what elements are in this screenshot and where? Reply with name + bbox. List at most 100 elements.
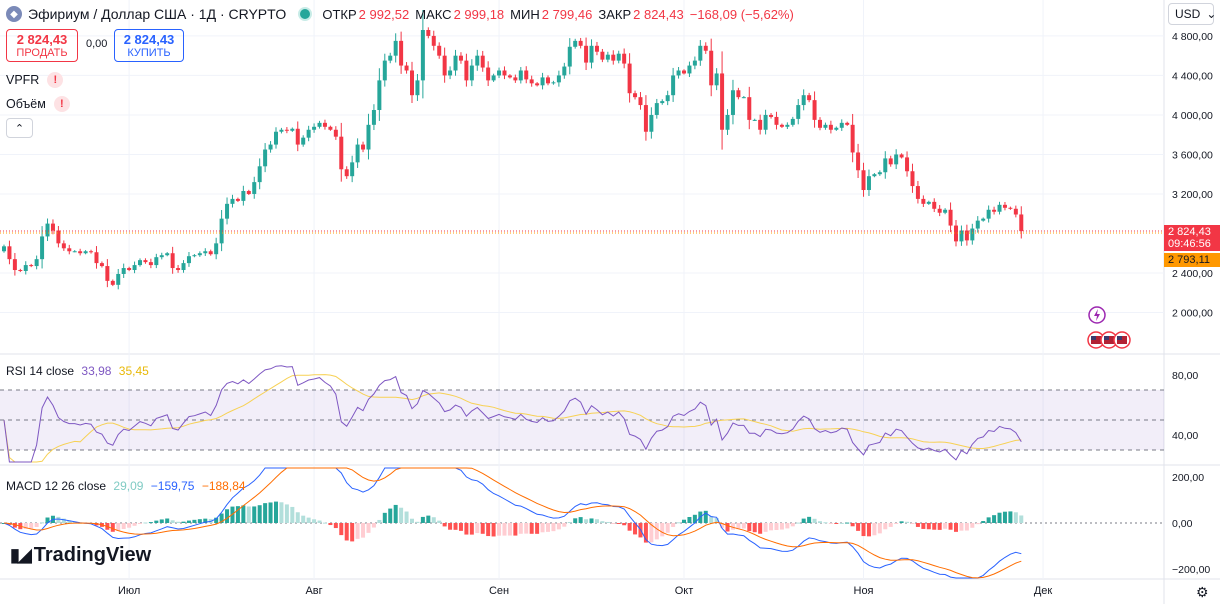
macd-histogram-bar [905, 521, 910, 523]
macd-histogram-bar [426, 515, 431, 523]
indicator-vpfr[interactable]: VPFR ! [6, 72, 64, 88]
candle-body [312, 126, 317, 130]
macd-histogram-bar [181, 521, 186, 523]
macd-histogram-bar [29, 523, 34, 529]
candle-body [181, 263, 186, 271]
macd-histogram-bar [660, 523, 665, 537]
macd-histogram-bar [535, 523, 540, 534]
macd-histogram-bar [284, 504, 289, 523]
macd-histogram-bar [730, 523, 735, 530]
candle-body [159, 255, 164, 258]
macd-histogram-bar [703, 510, 708, 523]
macd-legend[interactable]: MACD 12 26 close 29,09 −159,75 −188,84 [6, 479, 246, 493]
tradingview-logo[interactable]: ▮◢ TradingView [10, 544, 151, 567]
macd-histogram-bar [274, 501, 278, 523]
candle-body [2, 246, 6, 252]
macd-histogram-bar [709, 516, 714, 523]
candle-body [170, 253, 175, 269]
sell-price: 2 824,43 [16, 32, 68, 47]
candle-body [584, 45, 589, 63]
candle-body [393, 40, 398, 56]
buy-button[interactable]: 2 824,43 КУПИТЬ [114, 29, 184, 62]
candle-body [274, 131, 278, 145]
candle-body [529, 79, 534, 84]
candle-body [986, 209, 991, 219]
candle-body [926, 201, 931, 204]
ohlc-high-label: МАКС [415, 6, 452, 22]
macd-histogram-bar [785, 523, 790, 529]
ethereum-icon: ◆ [6, 6, 22, 22]
candle-body [404, 65, 409, 71]
candle-body [747, 97, 752, 120]
macd-line [3, 467, 1022, 579]
indicator-volume[interactable]: Объём ! [6, 96, 70, 112]
candle-body [535, 83, 540, 86]
macd-histogram-bar [747, 523, 752, 532]
candle-body [295, 128, 300, 145]
candle-body [355, 144, 360, 163]
candle-body [23, 265, 28, 272]
candle-body [279, 129, 284, 132]
warning-icon[interactable]: ! [53, 96, 70, 112]
candle-body [382, 60, 387, 81]
macd-histogram-bar [312, 519, 317, 523]
macd-histogram-bar [682, 519, 686, 523]
settings-icon[interactable]: ⚙ [1196, 584, 1209, 600]
candle-body [714, 73, 719, 86]
candle-body [176, 268, 181, 271]
macd-histogram-bar [769, 523, 774, 531]
ohlc-open-value: 2 992,52 [358, 6, 410, 22]
macd-histogram-bar [143, 522, 148, 524]
candle-body [752, 119, 757, 121]
macd-histogram-bar [981, 521, 986, 523]
macd-histogram-bar [594, 519, 599, 523]
candle-body [371, 110, 376, 125]
macd-histogram-bar [1008, 511, 1013, 523]
macd-histogram-bar [192, 519, 197, 523]
macd-histogram-bar [818, 521, 822, 523]
macd-axis-label: 0,00 [1172, 518, 1193, 530]
currency-selector[interactable]: USD ⌄ [1168, 3, 1216, 25]
warning-icon[interactable]: ! [47, 72, 64, 88]
macd-histogram-bar [779, 523, 784, 530]
candle-body [116, 273, 121, 285]
macd-histogram-bar [127, 523, 132, 528]
macd-histogram-bar [170, 520, 175, 523]
macd-histogram-bar [339, 523, 344, 536]
macd-histogram-bar [589, 518, 594, 523]
candle-body [769, 114, 774, 117]
macd-histogram-bar [121, 523, 126, 530]
candle-body [486, 67, 491, 81]
candle-body [475, 55, 480, 66]
candle-body [763, 114, 768, 130]
candle-body [741, 97, 746, 99]
candle-body [774, 116, 779, 125]
candle-body [600, 51, 605, 60]
macd-histogram-bar [834, 523, 839, 524]
last-price-tag: 2 824,43 09:46:56 [1164, 225, 1220, 251]
candle-body [415, 80, 420, 96]
candle-body [643, 105, 648, 132]
y-tick-label: 2 000,00 [1172, 307, 1213, 319]
candle-body [546, 77, 550, 84]
candle-body [333, 129, 338, 137]
collapse-indicators-button[interactable]: ⌃ [6, 118, 33, 138]
sell-button[interactable]: 2 824,43 ПРОДАТЬ [6, 29, 78, 62]
rsi-line [3, 365, 1022, 463]
macd-histogram-bar [573, 518, 578, 523]
macd-histogram-bar [225, 509, 230, 523]
macd-histogram-bar [45, 517, 50, 523]
candle-body [453, 55, 458, 71]
macd-histogram-bar [839, 522, 844, 524]
macd-histogram-bar [943, 523, 948, 529]
candle-body [671, 75, 676, 96]
symbol-title[interactable]: Эфириум / Доллар США · 1Д · CRYPTO [28, 6, 287, 22]
macd-histogram-bar [578, 517, 583, 523]
macd-histogram-bar [110, 523, 115, 532]
macd-histogram-bar [807, 516, 812, 523]
candle-body [785, 124, 790, 127]
rsi-legend[interactable]: RSI 14 close 33,98 35,45 [6, 364, 149, 378]
macd-histogram-bar [382, 512, 387, 523]
macd-histogram-bar [546, 523, 550, 532]
